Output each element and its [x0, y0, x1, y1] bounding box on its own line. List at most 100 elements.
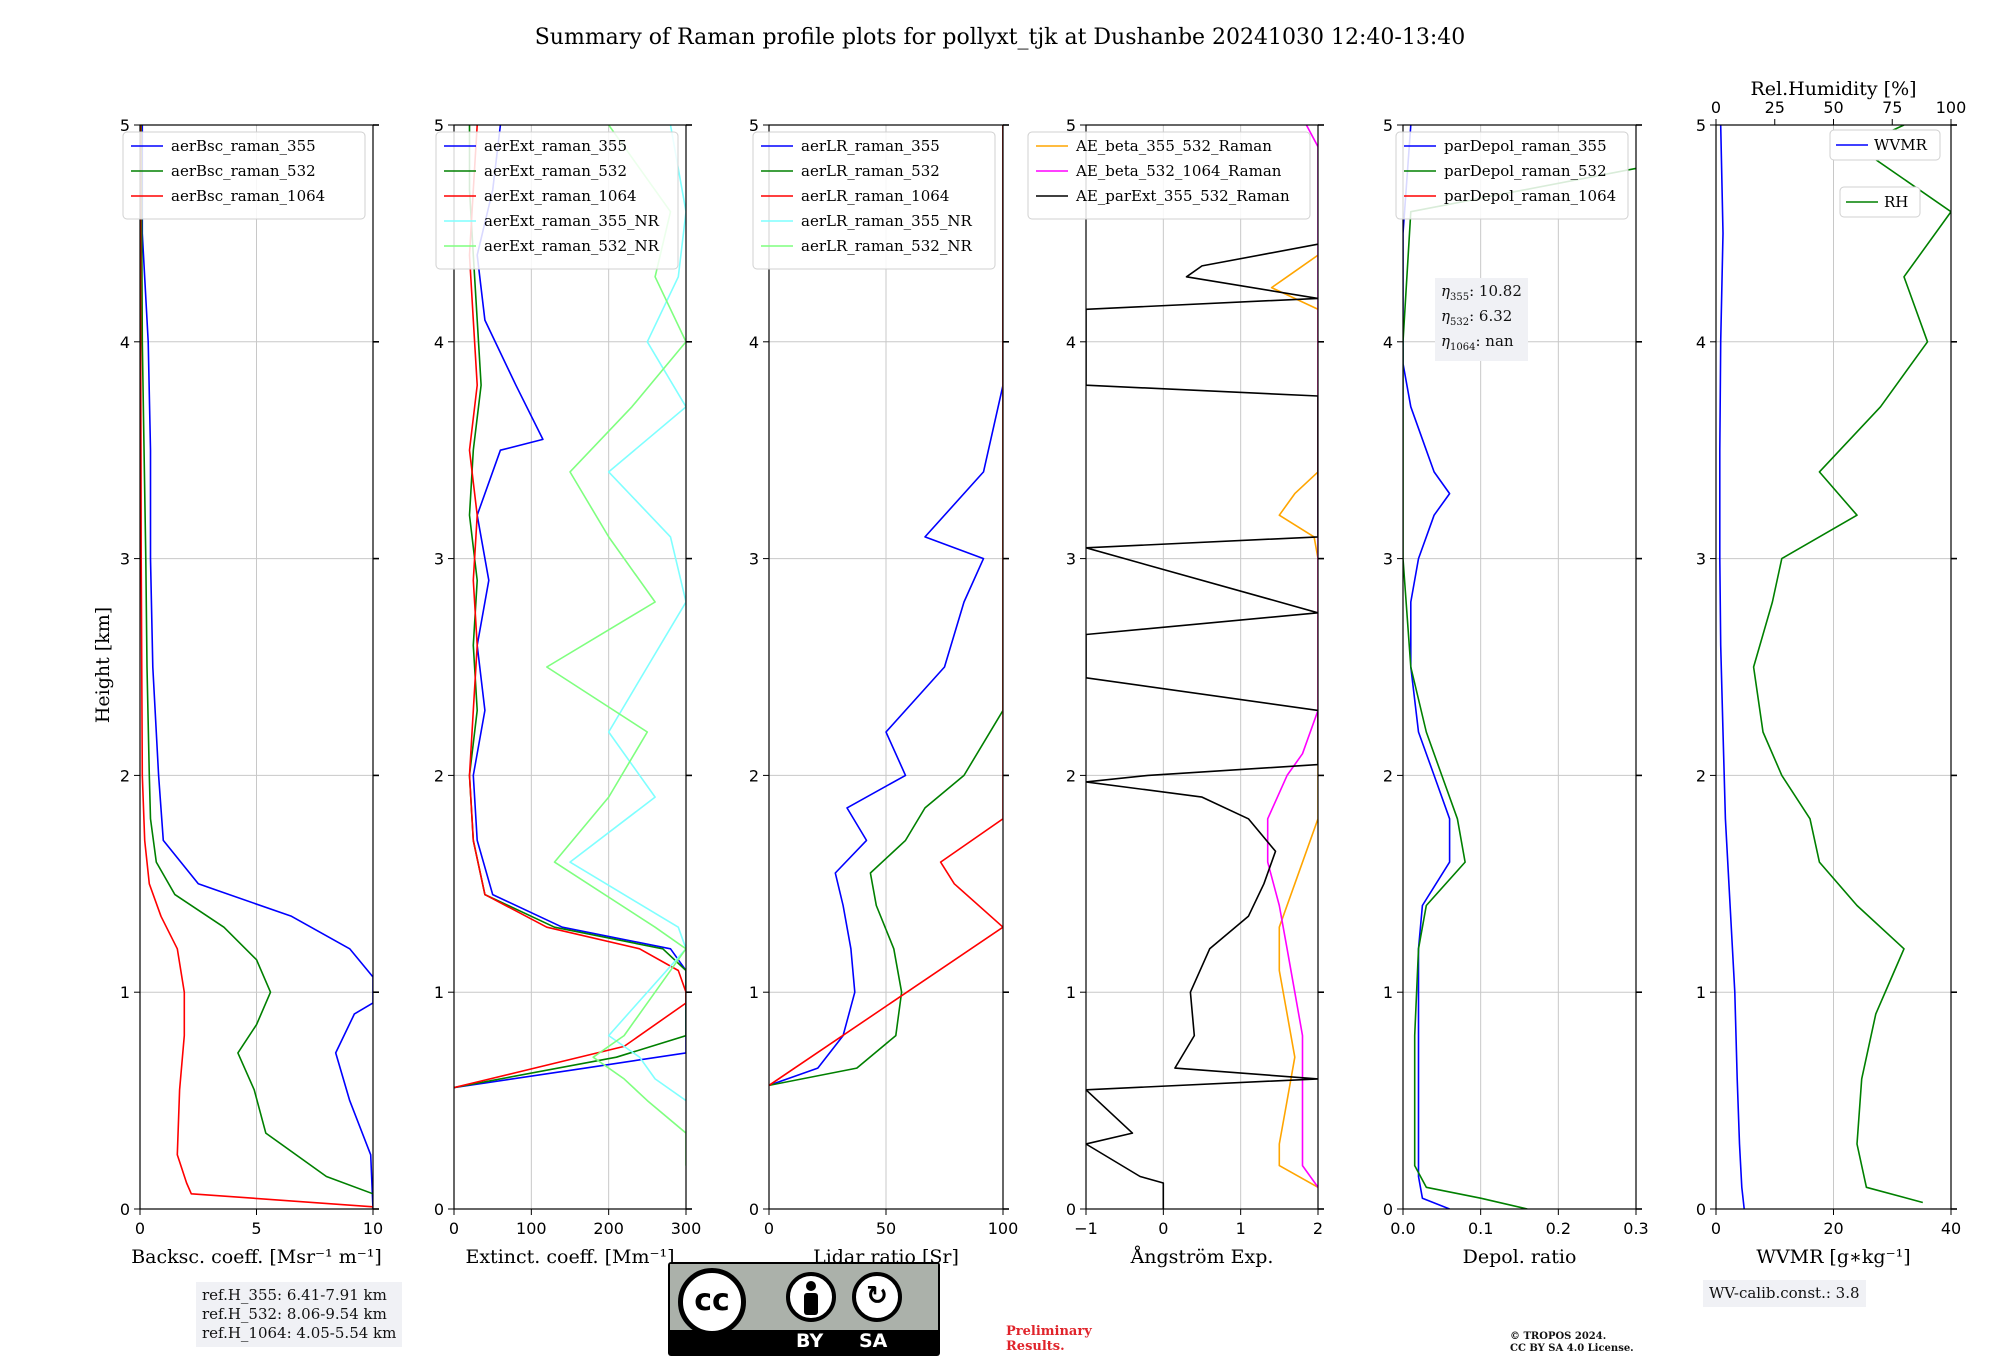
- copyright-line-1: © TROPOS 2024.: [1510, 1331, 1607, 1342]
- y-tick-label-3-3: 3: [1066, 550, 1076, 569]
- x-axis-label-5: WVMR [g∗kg⁻¹]: [1756, 1246, 1910, 1268]
- legend-3: AE_beta_355_532_Raman AE_beta_532_1064_Ra…: [1027, 131, 1311, 220]
- y-tick-label-5-1: 1: [1696, 983, 1706, 1002]
- series-line-RH: [1752, 125, 1951, 1204]
- preliminary-line-2: Results.: [1006, 1339, 1065, 1354]
- plot-area-1: [454, 125, 686, 1166]
- preliminary-line-1: Preliminary: [1006, 1324, 1092, 1339]
- y-tick-label-3-4: 4: [1066, 333, 1076, 352]
- series-line-AE_beta_355_532_Raman: [1270, 254, 1318, 1188]
- axes-frame-1: [453, 124, 687, 1210]
- x-axis-label-3: Ångström Exp.: [1130, 1246, 1274, 1268]
- y-tick-label-1-3: 3: [434, 550, 444, 569]
- legend-label-aerBsc_raman_1064: aerBsc_raman_1064: [171, 187, 325, 205]
- legend-label-aerLR_raman_532: aerLR_raman_532: [801, 162, 940, 180]
- y-tick-label-4-2: 2: [1383, 766, 1393, 785]
- series-line-aerLR_raman_1064: [769, 125, 1003, 1087]
- y-tick-label-0-2: 2: [120, 766, 130, 785]
- legend-box-2: [752, 131, 996, 270]
- eta-355: η355: 10.82: [1441, 282, 1522, 303]
- y-tick-label-3-5: 5: [1066, 116, 1076, 135]
- legend-label-aerExt_raman_532_NR: aerExt_raman_532_NR: [484, 237, 660, 255]
- y-tick-label-4-4: 4: [1383, 333, 1393, 352]
- plot-area-0: [140, 125, 373, 1209]
- legend-label-aerLR_raman_532_NR: aerLR_raman_532_NR: [801, 237, 972, 255]
- subplot-extinction: 0 100 200 300 0 1 2 3 4 5 Extinct. coeff. [Mm⁻¹] ae…: [434, 116, 701, 1268]
- y-tick-label-3-1: 1: [1066, 983, 1076, 1002]
- y-tick-label-0-4: 4: [120, 333, 130, 352]
- y-tick-label-2-4: 4: [749, 333, 759, 352]
- subplot-backscatter: 0 5 10 0 1 2 3 4 5 Backsc. coeff. [Msr⁻¹ m⁻¹] aerB…: [120, 116, 383, 1268]
- series-line-aerBsc_raman_1064: [140, 125, 373, 1208]
- x-tick-label-1-3: 300: [671, 1219, 702, 1238]
- y-tick-label-4-0: 0: [1383, 1200, 1393, 1219]
- axes-frame-3: [1085, 124, 1319, 1210]
- x-axis-label-4: Depol. ratio: [1463, 1246, 1577, 1268]
- series-line-aerExt_raman_355_NR: [569, 125, 686, 1102]
- y-tick-label-0-1: 1: [120, 983, 130, 1002]
- x-tick-label-1-2: 200: [593, 1219, 624, 1238]
- x2-tick-label-1: 25: [1765, 98, 1785, 117]
- axes-frame-4: [1402, 124, 1637, 1210]
- legend-5-1: RH: [1839, 186, 1921, 218]
- legend-label-aerBsc_raman_355: aerBsc_raman_355: [171, 137, 316, 155]
- series-line-WVMR: [1719, 125, 1745, 1209]
- y-tick-label-3-0: 0: [1066, 1200, 1076, 1219]
- y-tick-label-4-5: 5: [1383, 116, 1393, 135]
- legend-label-aerLR_raman_355_NR: aerLR_raman_355_NR: [801, 212, 972, 230]
- series-line-aerExt_raman_1064: [454, 125, 686, 1089]
- y-tick-label-1-0: 0: [434, 1200, 444, 1219]
- series-line-AE_parExt_355_532_Raman: [1086, 243, 1318, 1209]
- y-tick-label-2-0: 0: [749, 1200, 759, 1219]
- series-line-aerExt_raman_532: [454, 125, 686, 1089]
- wv-calib-text: WV-calib.const.: 3.8: [1709, 1284, 1860, 1302]
- y-tick-label-1-5: 5: [434, 116, 444, 135]
- eta-355-value: 10.82: [1478, 282, 1522, 300]
- x-tick-label-5-2: 40: [1941, 1219, 1961, 1238]
- eta-532: η532: 6.32: [1441, 307, 1513, 328]
- subplot-depol: 0.0 0.1 0.2 0.3 0 1 2 3 4 5 Depol. ratio parDepol_r…: [1383, 116, 1649, 1268]
- legend-label-AE_beta_532_1064_Raman: AE_beta_532_1064_Raman: [1075, 162, 1282, 180]
- y-tick-label-1-1: 1: [434, 983, 444, 1002]
- legend-label-aerLR_raman_355: aerLR_raman_355: [801, 137, 940, 155]
- x-tick-label-0-0: 0: [135, 1219, 145, 1238]
- x-tick-label-4-2: 0.2: [1546, 1219, 1571, 1238]
- y-tick-label-0-3: 3: [120, 550, 130, 569]
- cc-logo: cc: [678, 1268, 746, 1336]
- legend-5-0: WVMR: [1829, 129, 1941, 161]
- plot-area-5: [1719, 125, 1951, 1209]
- eta-532-value: 6.32: [1478, 307, 1513, 325]
- legend-label-aerExt_raman_355: aerExt_raman_355: [484, 137, 627, 155]
- legend-0: aerBsc_raman_355 aerBsc_raman_532 aerBsc_r…: [122, 131, 366, 220]
- wv-calib-box: WV-calib.const.: 3.8: [1703, 1280, 1866, 1307]
- series-line-parDepol_raman_355: [1403, 125, 1451, 1209]
- y-tick-label-1-4: 4: [434, 333, 444, 352]
- legend-4: parDepol_raman_355 parDepol_raman_532 parD…: [1395, 131, 1629, 220]
- legend-label-WVMR: WVMR: [1874, 136, 1928, 154]
- ref-h-1064: ref.H_1064: 4.05-5.54 km: [202, 1324, 397, 1342]
- legend-box-RH: [1839, 186, 1921, 218]
- x-tick-label-3-0: −1: [1074, 1219, 1098, 1238]
- legend-label-RH: RH: [1884, 193, 1908, 211]
- legend-label-aerBsc_raman_532: aerBsc_raman_532: [171, 162, 316, 180]
- x2-tick-label-4: 100: [1936, 98, 1967, 117]
- series-line-AE_beta_532_1064_Raman: [1266, 125, 1318, 1188]
- x-tick-label-0-2: 10: [363, 1219, 383, 1238]
- x-axis-label-0: Backsc. coeff. [Msr⁻¹ m⁻¹]: [131, 1246, 382, 1268]
- series-line-parDepol_raman_532: [1403, 167, 1636, 1209]
- sa-share-icon: ↻: [852, 1272, 902, 1322]
- legend-label-aerExt_raman_532: aerExt_raman_532: [484, 162, 627, 180]
- legend-label-aerExt_raman_1064: aerExt_raman_1064: [484, 187, 637, 205]
- x-tick-label-3-3: 2: [1313, 1219, 1323, 1238]
- legend-box-3: [1027, 131, 1311, 220]
- y-tick-label-2-5: 5: [749, 116, 759, 135]
- x-tick-label-1-1: 100: [516, 1219, 547, 1238]
- x-tick-label-2-0: 0: [764, 1219, 774, 1238]
- x-tick-label-4-1: 0.1: [1468, 1219, 1493, 1238]
- copyright-line-2: CC BY SA 4.0 License.: [1510, 1343, 1634, 1354]
- legend-label-parDepol_raman_532: parDepol_raman_532: [1444, 162, 1607, 180]
- legend-box-4: [1395, 131, 1629, 220]
- x-tick-label-2-2: 100: [988, 1219, 1019, 1238]
